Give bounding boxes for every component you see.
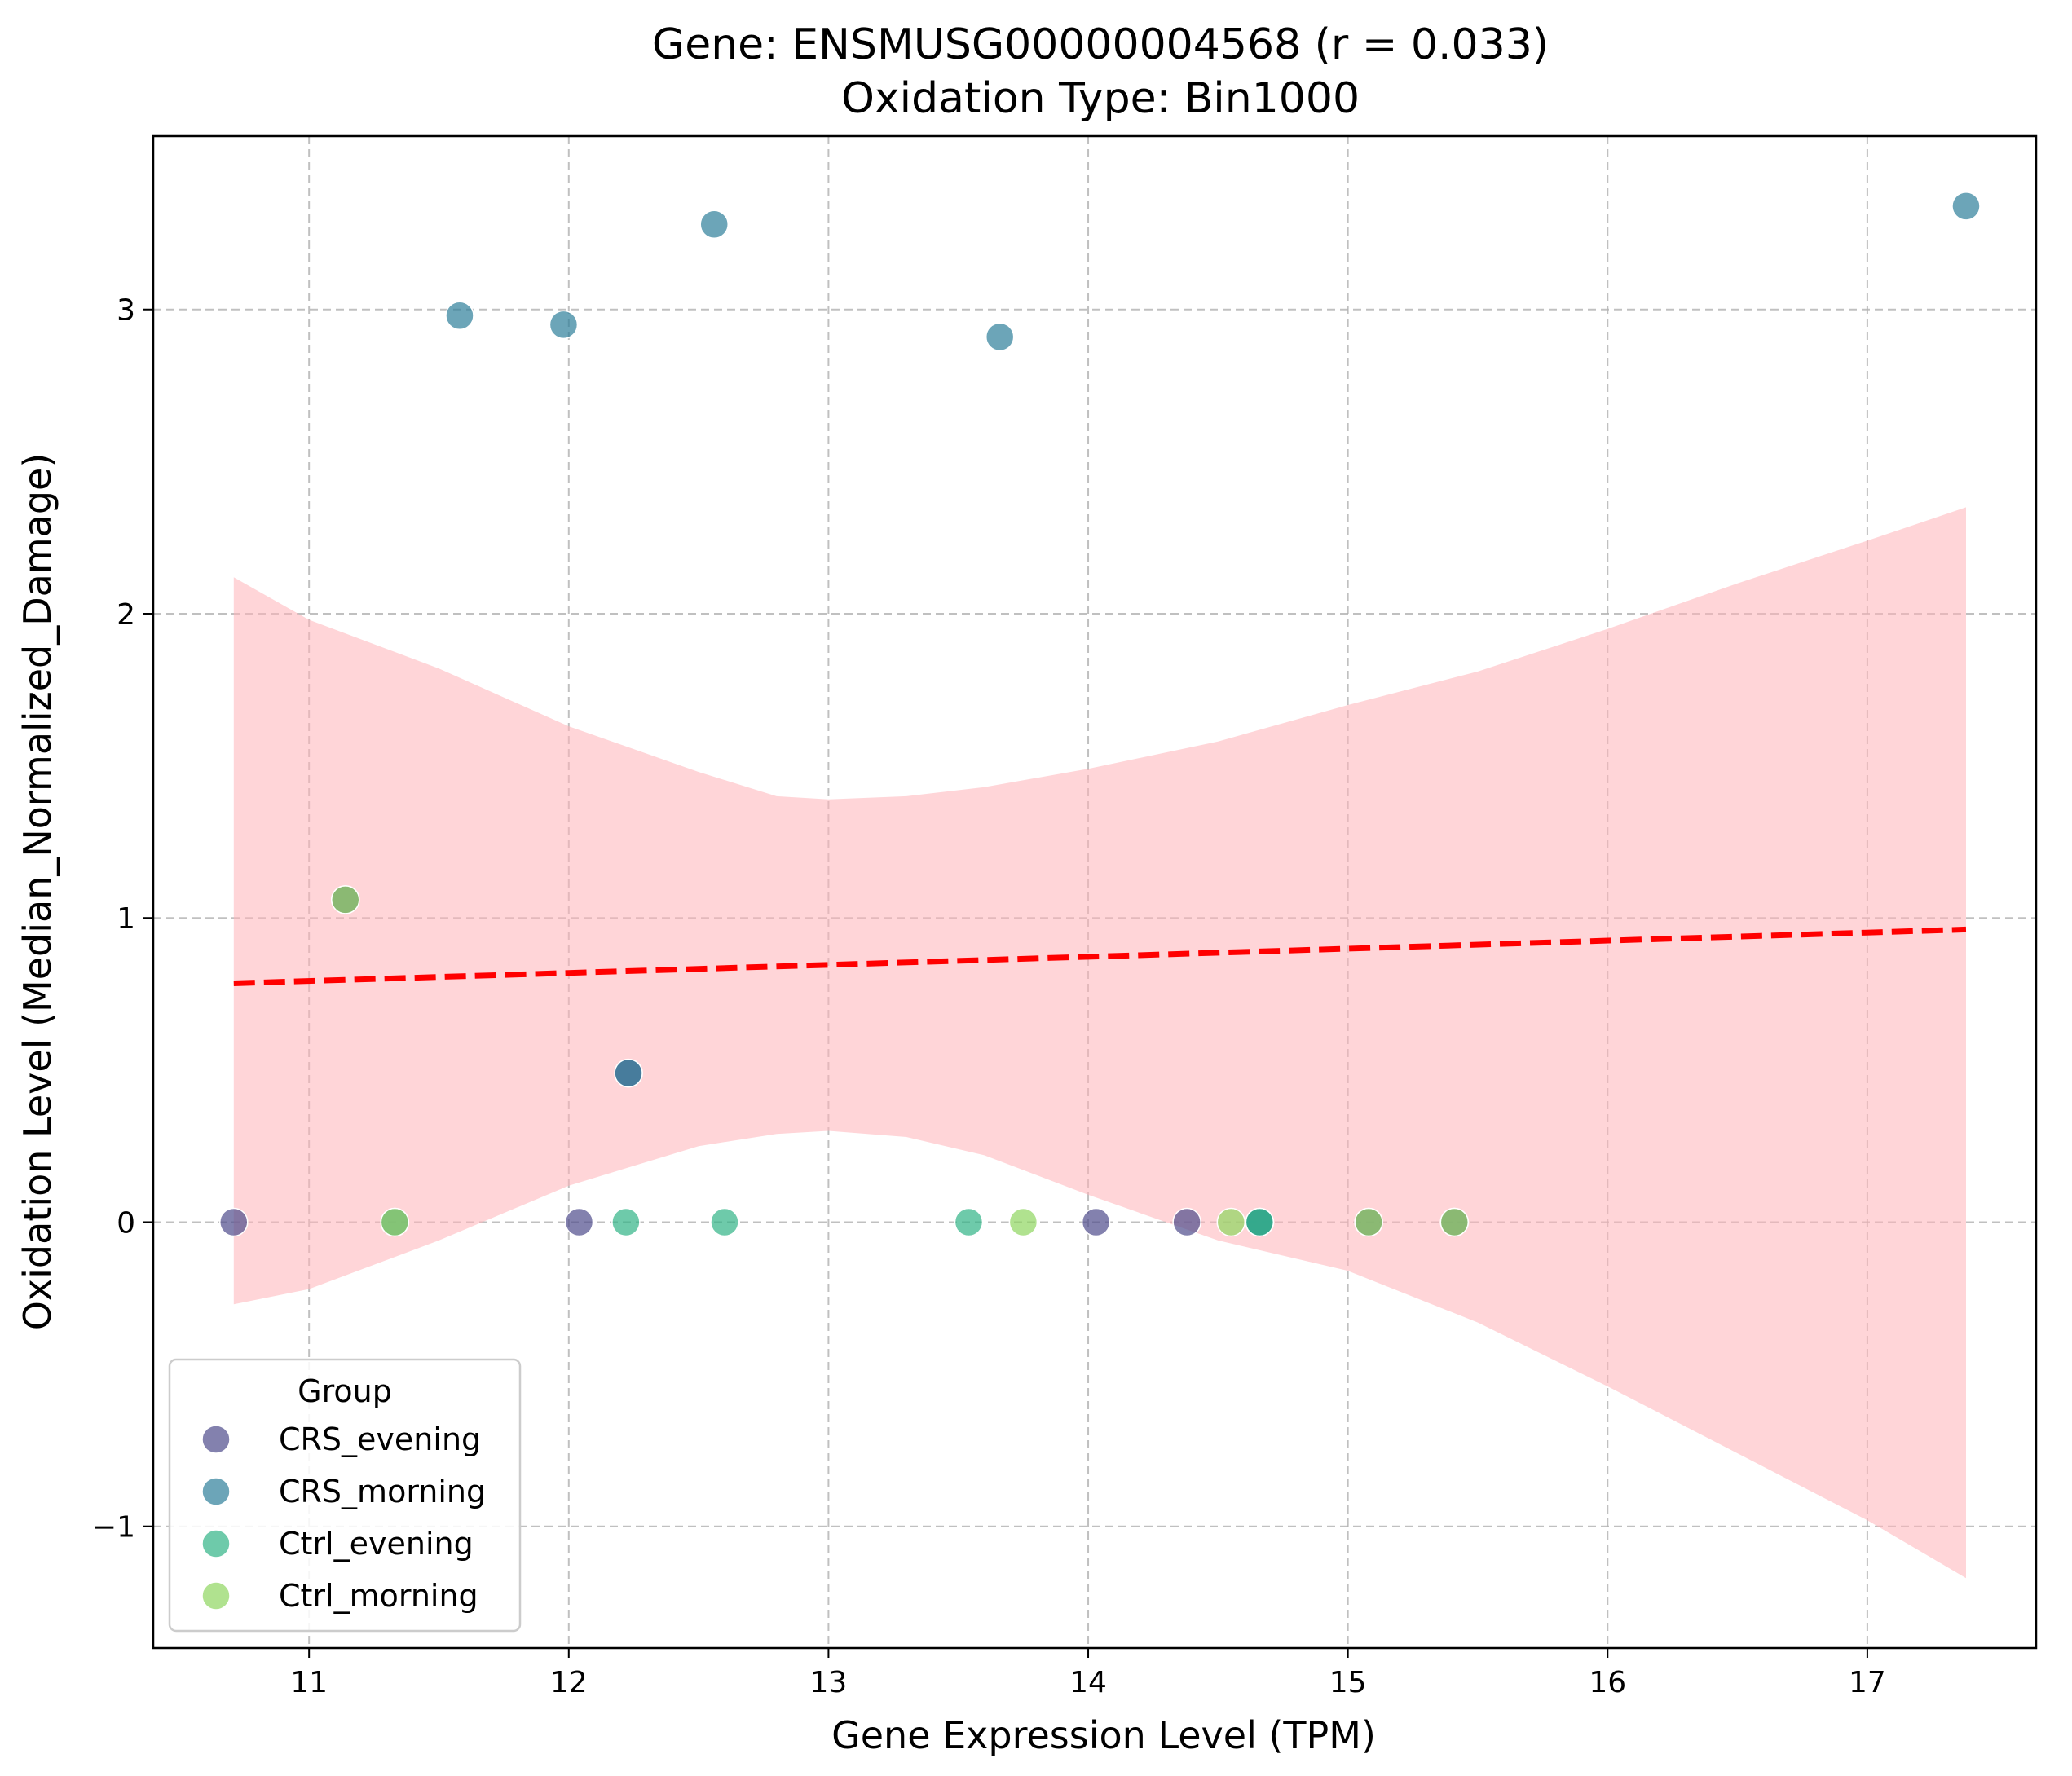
legend-marker-crs-morning	[201, 1477, 231, 1506]
x-tick-label: 13	[810, 1666, 848, 1699]
point-ctrl-morning	[1008, 1207, 1038, 1237]
point-crs-morning	[699, 209, 729, 239]
y-axis-ticks: −1 0 1 2 3	[92, 294, 153, 1545]
y-tick-label: 1	[117, 902, 135, 936]
x-axis-label: Gene Expression Level (TPM)	[831, 1713, 1376, 1757]
x-tick-label: 16	[1589, 1666, 1626, 1699]
y-tick-label: −1	[92, 1511, 135, 1545]
regression-line-path	[233, 926, 1967, 986]
legend-label-crs-morning: CRS_morning	[279, 1474, 486, 1509]
x-tick-label: 15	[1329, 1666, 1367, 1699]
point-crs-morning	[549, 310, 579, 340]
point-ctrl-morning	[331, 885, 360, 914]
point-ctrl-morning	[380, 1207, 410, 1237]
x-tick-label: 14	[1069, 1666, 1107, 1699]
point-ctrl-morning	[1216, 1207, 1246, 1237]
legend-items: CRS_evening CRS_morning Ctrl_evening Ctrl_m…	[201, 1421, 486, 1614]
point-crs-morning	[445, 301, 474, 330]
regression-line	[233, 926, 1967, 986]
y-axis-label: Oxidation Level (Median_Normalized_Damag…	[15, 453, 60, 1331]
point-ctrl-evening	[611, 1207, 641, 1237]
point-ctrl-evening	[710, 1207, 739, 1237]
y-tick-label: 2	[117, 598, 135, 632]
point-ctrl-morning	[1439, 1207, 1470, 1237]
point-crs-evening	[219, 1207, 249, 1237]
legend-label-crs-evening: CRS_evening	[279, 1421, 481, 1457]
x-axis-ticks: 11 12 13 14 15 16 17	[290, 1648, 1886, 1699]
x-tick-label: 12	[550, 1666, 588, 1699]
x-tick-label: 17	[1849, 1666, 1886, 1699]
point-crs-morning	[985, 322, 1015, 352]
point-crs-evening	[1172, 1207, 1201, 1237]
x-tick-label: 11	[290, 1666, 328, 1699]
point-crs-evening	[564, 1207, 594, 1237]
point-crs-morning	[1951, 192, 1981, 221]
point-crs-morning	[614, 1058, 643, 1088]
legend-marker-ctrl-morning	[201, 1581, 231, 1611]
point-ctrl-evening	[954, 1207, 984, 1237]
legend-title: Group	[298, 1373, 392, 1409]
confidence-band	[233, 507, 1966, 1579]
chart-subtitle: Oxidation Type: Bin1000	[841, 74, 1360, 123]
point-ctrl-evening	[1245, 1207, 1275, 1237]
y-tick-label: 0	[117, 1206, 135, 1240]
plot-frame	[152, 134, 2038, 1650]
legend-label-ctrl-morning: Ctrl_morning	[279, 1578, 478, 1614]
legend: Group CRS_evening CRS_morning Ctrl_evening…	[168, 1358, 522, 1633]
point-ctrl-morning	[1354, 1207, 1383, 1237]
chart-title: Gene: ENSMUSG00000004568 (r = 0.033)	[652, 20, 1549, 69]
legend-marker-crs-evening	[201, 1425, 231, 1454]
legend-box	[168, 1358, 522, 1633]
point-crs-evening	[1081, 1207, 1111, 1237]
legend-label-ctrl-evening: Ctrl_evening	[279, 1526, 474, 1562]
legend-marker-ctrl-evening	[201, 1529, 231, 1558]
confidence-band-area	[233, 507, 1966, 1579]
data-points	[219, 192, 1981, 1237]
y-tick-label: 3	[117, 294, 135, 328]
